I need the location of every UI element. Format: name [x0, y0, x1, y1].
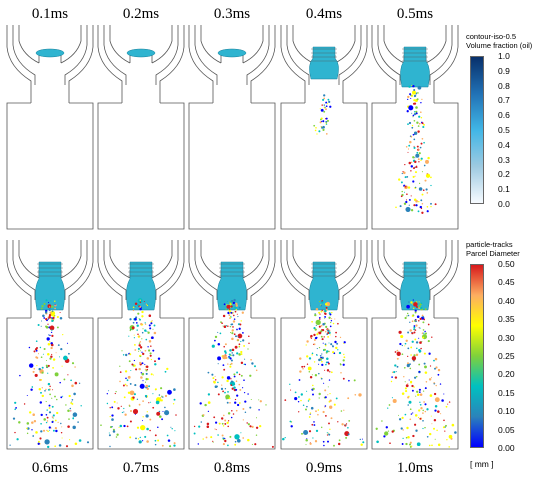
spray-particles — [193, 298, 274, 448]
time-label: 0.6ms — [31, 460, 69, 476]
oil-column — [217, 261, 247, 311]
nozzle-outline — [6, 25, 94, 103]
legend-top-colorbar — [470, 56, 484, 204]
time-label: 0.2ms — [122, 6, 160, 22]
colorbar-tick-label: 0.45 — [498, 277, 515, 288]
chamber-outline — [97, 102, 185, 230]
colorbar-tick-label: 0.00 — [498, 443, 515, 453]
colorbar-tick-label: 0.5 — [498, 125, 510, 135]
colorbar-tick-label: 0.25 — [498, 351, 515, 361]
spray-particles — [100, 298, 177, 448]
spray-particles — [395, 84, 437, 214]
time-label: 0.1ms — [31, 6, 69, 22]
oil-column — [217, 48, 247, 58]
colorbar-tick-label: 0.0 — [498, 199, 510, 209]
chamber-outline — [97, 317, 185, 450]
colorbar-tick-label: 0.30 — [498, 332, 515, 343]
colorbar-tick-label: 0.2 — [498, 169, 510, 180]
nozzle-outline — [188, 25, 276, 103]
frame-0.6ms — [6, 240, 94, 450]
legend-top-title-2: Volume fraction (oil) — [466, 41, 533, 50]
colorbar-tick-label: 0.05 — [498, 424, 515, 435]
colorbar-tick-label: 0.15 — [498, 387, 515, 398]
spray-particles — [282, 300, 365, 447]
frame-0.4ms — [280, 25, 368, 230]
frame-0.2ms — [97, 25, 185, 230]
nozzle-outline — [280, 240, 368, 318]
chamber-outline — [188, 317, 276, 450]
oil-column — [126, 48, 156, 58]
frame-0.7ms — [97, 240, 185, 450]
nozzle-outline — [371, 25, 459, 103]
colorbar-tick-label: 0.40 — [498, 295, 515, 306]
legend-bottom-title-2: Parcel Diameter — [466, 249, 520, 258]
chamber-outline — [371, 102, 459, 230]
spray-particles — [375, 299, 457, 448]
colorbar-tick-label: 0.7 — [498, 95, 510, 106]
frame-0.1ms — [6, 25, 94, 230]
frame-0.9ms — [280, 240, 368, 450]
oil-column — [126, 261, 156, 311]
nozzle-outline — [97, 240, 185, 318]
colorbar-tick-label: 0.10 — [498, 406, 515, 417]
colorbar-tick-label: 0.50 — [498, 259, 515, 269]
nozzle-outline — [371, 240, 459, 318]
frame-0.3ms — [188, 25, 276, 230]
frame-0.8ms — [188, 240, 276, 450]
colorbar-tick-label: 0.35 — [498, 314, 515, 325]
legend-bottom-colorbar — [470, 264, 484, 448]
chamber-outline — [371, 317, 459, 450]
colorbar-tick-label: 0.6 — [498, 110, 510, 121]
nozzle-outline — [188, 240, 276, 318]
chamber-outline — [6, 317, 94, 450]
time-label: 0.7ms — [122, 460, 160, 476]
spray-particles — [9, 299, 90, 449]
spray-particles — [313, 94, 332, 135]
time-label: 0.3ms — [213, 6, 251, 22]
time-label: 1.0ms — [396, 460, 434, 476]
legend-bottom-units: [ mm ] — [470, 459, 494, 469]
nozzle-outline — [280, 25, 368, 103]
oil-column — [35, 48, 65, 58]
chamber-outline — [280, 102, 368, 230]
colorbar-tick-label: 0.8 — [498, 80, 510, 91]
time-label: 0.5ms — [396, 6, 434, 22]
oil-column — [309, 261, 339, 311]
time-label: 0.9ms — [305, 460, 343, 476]
time-label: 0.8ms — [213, 460, 251, 476]
colorbar-tick-label: 0.1 — [498, 184, 510, 195]
colorbar-tick-label: 0.20 — [498, 369, 515, 380]
oil-column — [400, 261, 430, 311]
legend-bottom-title-1: particle-tracks — [466, 240, 513, 249]
frame-0.5ms — [371, 25, 459, 230]
nozzle-outline — [6, 240, 94, 318]
colorbar-tick-label: 0.4 — [498, 139, 510, 150]
colorbar-tick-label: 0.3 — [498, 154, 510, 165]
chamber-outline — [280, 317, 368, 450]
oil-column — [35, 261, 65, 311]
time-label: 0.4ms — [305, 6, 343, 22]
colorbar-tick-label: 0.9 — [498, 65, 510, 76]
chamber-outline — [188, 102, 276, 230]
frame-1.0ms — [371, 240, 459, 450]
legend-top-title-1: contour-iso-0.5 — [466, 32, 517, 41]
colorbar-tick-label: 1.0 — [498, 51, 510, 61]
nozzle-outline — [97, 25, 185, 103]
chamber-outline — [6, 102, 94, 230]
oil-column — [309, 46, 339, 80]
